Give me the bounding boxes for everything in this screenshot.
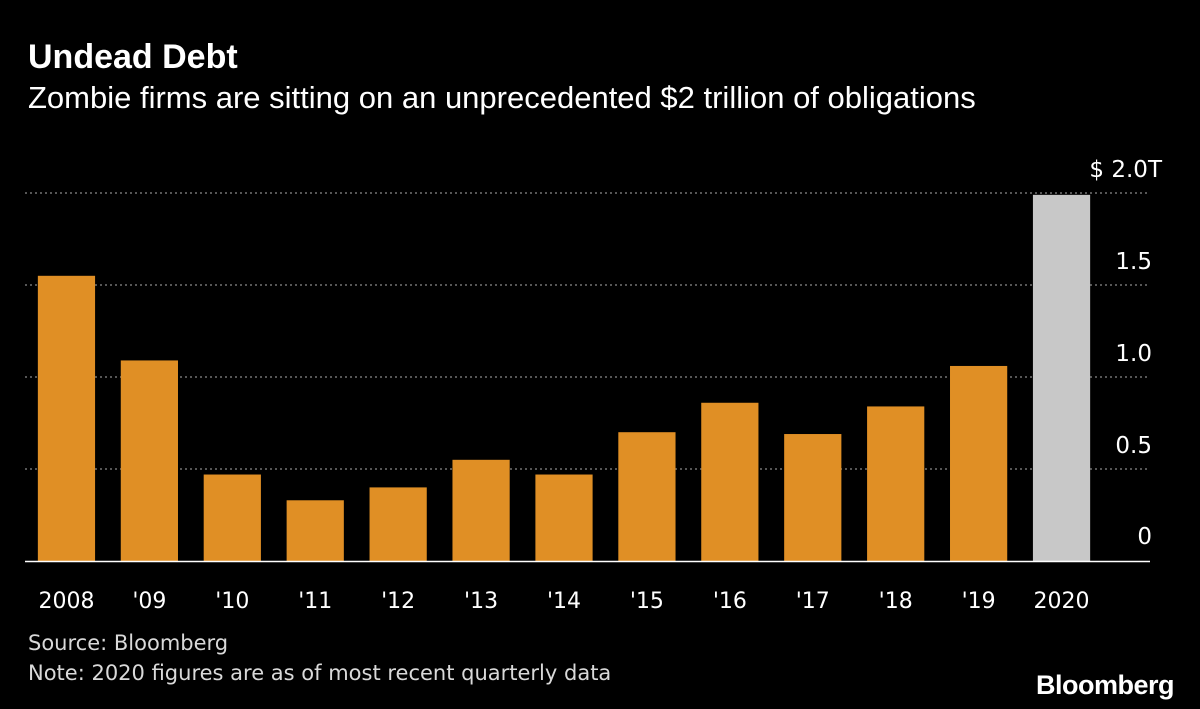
bar [618,432,676,561]
y-tick-label: $ 2.0T [1089,157,1163,183]
bar [37,275,96,561]
x-tick-label: '17 [796,589,830,614]
chart-title: Undead Debt [28,38,238,76]
bar [120,360,178,561]
x-tick-label: '13 [464,589,498,614]
footnote: Note: 2020 figures are as of most recent… [28,661,612,685]
bar [950,365,1008,561]
x-tick-label: 2008 [38,589,94,614]
bloomberg-logo: Bloomberg [1035,670,1175,700]
source-note: Source: Bloomberg [28,631,229,655]
x-tick-label: '12 [381,589,415,614]
bar [369,487,427,561]
bar [784,434,842,561]
bar [203,474,261,561]
x-tick-label: '09 [132,589,166,614]
y-tick-label: 0.5 [1115,433,1152,459]
chart-subtitle: Zombie firms are sitting on an unprecede… [28,80,976,115]
x-tick-label: '16 [713,589,747,614]
x-tick-label: '14 [547,589,581,614]
y-tick-label: 1.5 [1115,249,1152,275]
y-tick-label: 0 [1137,524,1152,550]
x-tick-label: 2020 [1034,589,1090,614]
bar [535,474,593,561]
x-tick-label: '19 [962,589,996,614]
bar [286,500,344,561]
x-tick-label: '15 [630,589,664,614]
bar [701,402,759,561]
bar [1032,194,1091,561]
x-tick-label: '10 [215,589,249,614]
y-tick-label: 1.0 [1115,341,1152,367]
x-tick-label: '18 [879,589,913,614]
bar [452,459,510,561]
x-tick-label: '11 [298,589,332,614]
bar [867,406,925,561]
